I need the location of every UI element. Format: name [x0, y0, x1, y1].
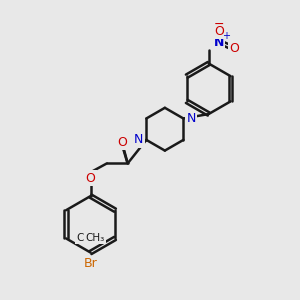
Text: CH₃: CH₃: [76, 233, 96, 243]
Text: O: O: [229, 42, 239, 55]
Text: N: N: [186, 112, 196, 125]
Text: CH₃: CH₃: [85, 233, 105, 243]
Text: N: N: [134, 134, 143, 146]
Text: O: O: [214, 25, 224, 38]
Text: O: O: [85, 172, 95, 185]
Text: Br: Br: [84, 257, 98, 270]
Text: O: O: [117, 136, 127, 149]
Text: −: −: [214, 17, 224, 31]
Text: N: N: [214, 36, 224, 49]
Text: +: +: [223, 31, 230, 41]
